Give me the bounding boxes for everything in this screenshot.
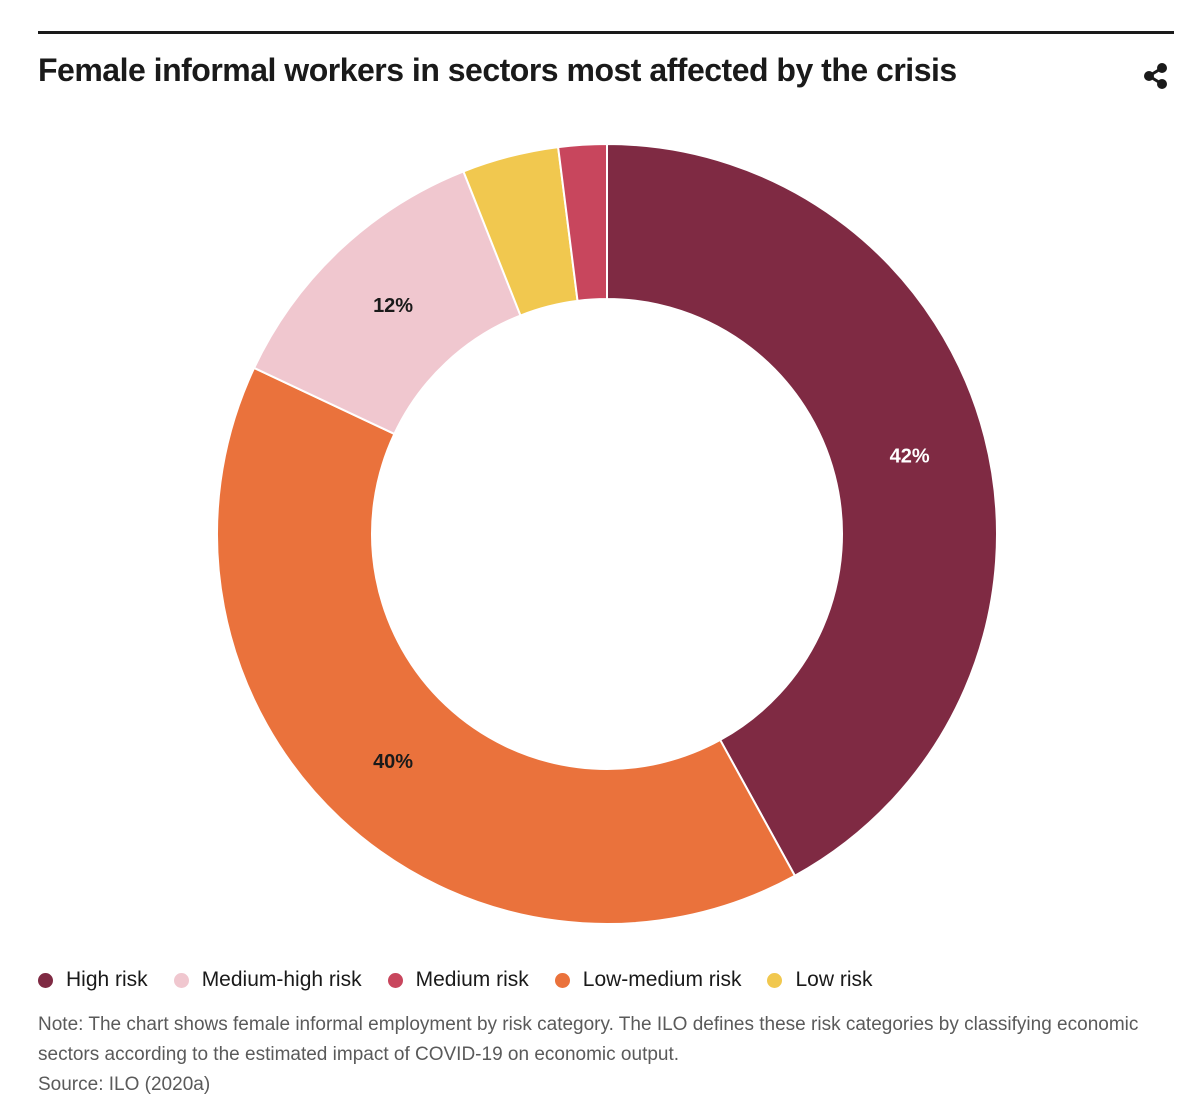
legend-label: Medium risk [415, 968, 529, 991]
legend-item-medium-high-risk[interactable]: Medium-high risk [173, 968, 362, 992]
donut-labels: 42% 40% 12% [373, 295, 930, 773]
chart-title: Female informal workers in sectors most … [38, 52, 957, 88]
chart-legend: High risk Medium-high risk Medium risk Low-… [38, 968, 899, 992]
legend-label: Low risk [795, 968, 873, 991]
legend-item-medium-risk[interactable]: Medium risk [387, 968, 529, 992]
slice-label-low-medium-risk: 40% [373, 751, 413, 773]
donut-chart: 42% 40% 12% [0, 120, 1200, 950]
chart-note: Note: The chart shows female informal em… [38, 1010, 1163, 1100]
donut-slices [216, 142, 998, 926]
slice-medium-risk[interactable] [557, 142, 608, 302]
legend-label: High risk [66, 968, 148, 991]
legend-dot-icon [554, 972, 570, 988]
legend-label: Medium-high risk [201, 968, 362, 991]
top-rule [38, 31, 1174, 34]
slice-label-medium-high-risk: 12% [373, 295, 413, 317]
legend-item-high-risk[interactable]: High risk [38, 968, 148, 992]
legend-dot-icon [767, 972, 783, 988]
legend-item-low-medium-risk[interactable]: Low-medium risk [554, 968, 742, 992]
share-icon [1144, 63, 1167, 89]
legend-dot-icon [173, 972, 189, 988]
legend-dot-icon [38, 972, 53, 988]
slice-high-risk[interactable] [606, 142, 998, 878]
legend-item-low-risk[interactable]: Low risk [767, 968, 873, 992]
donut-chart-svg: 42% 40% 12% [216, 142, 998, 926]
legend-label: Low-medium risk [582, 968, 742, 991]
legend-dot-icon [387, 972, 403, 988]
slice-low-medium-risk[interactable] [216, 366, 797, 926]
slice-label-high-risk: 42% [890, 445, 930, 467]
note-text: Note: The chart shows female informal em… [38, 1014, 1139, 1065]
share-button[interactable] [1140, 60, 1172, 92]
source-text: Source: ILO (2020a) [38, 1074, 211, 1095]
